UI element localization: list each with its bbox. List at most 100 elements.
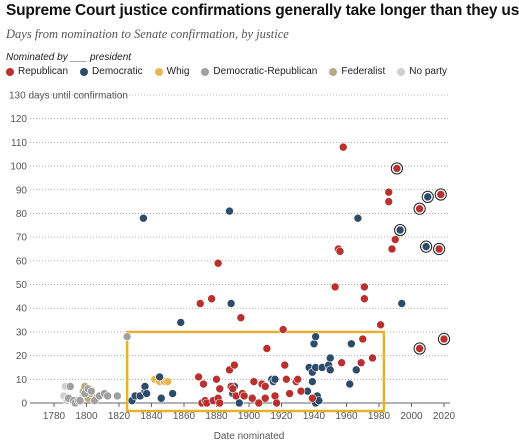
point-republican xyxy=(282,375,291,384)
point-republican xyxy=(260,393,270,403)
point-republican xyxy=(436,190,446,199)
point-democratic xyxy=(140,382,150,391)
point-republican xyxy=(230,360,239,370)
point-republican xyxy=(384,187,394,197)
point-republican xyxy=(239,391,249,401)
x-tick-label: 1780 xyxy=(43,411,66,422)
y-tick-label: 20 xyxy=(16,351,28,362)
y-tick-label: 100 xyxy=(10,162,27,173)
chart-title: Supreme Court justice confirmations gene… xyxy=(6,2,519,19)
point-democratic xyxy=(353,213,363,223)
x-tick-label: 2000 xyxy=(400,411,423,422)
point-republican xyxy=(260,382,270,391)
point-democratic xyxy=(226,299,236,308)
point-whig xyxy=(163,377,173,386)
point-republican xyxy=(392,164,402,173)
x-axis-label: Date nominated xyxy=(214,431,285,442)
point-democratic xyxy=(397,299,407,308)
point-republican xyxy=(270,391,280,401)
point-republican xyxy=(213,258,223,268)
point-democratic xyxy=(325,353,335,363)
y-tick-label: 110 xyxy=(11,138,27,149)
legend-swatch xyxy=(6,67,14,76)
point-republican xyxy=(236,313,246,323)
x-tick-label: 1900 xyxy=(238,411,261,422)
point-republican xyxy=(194,372,203,382)
point-republican xyxy=(212,375,221,384)
point-democratic xyxy=(142,389,151,398)
legend-label: No party xyxy=(409,66,448,77)
y-tick-label: 30 xyxy=(16,327,28,338)
point-democratic xyxy=(421,242,431,251)
point-republican xyxy=(247,393,257,403)
x-tick-label: 1820 xyxy=(108,411,131,422)
y-tick-label: 70 xyxy=(16,233,28,244)
point-democratic-republican xyxy=(122,332,132,341)
point-democratic xyxy=(347,339,356,349)
point-republican xyxy=(358,334,368,344)
legend-title: Nominated by ___ president xyxy=(6,52,132,63)
point-republican xyxy=(296,386,306,396)
y-tick-label: 0 xyxy=(21,399,27,410)
point-republican xyxy=(249,377,259,386)
point-republican xyxy=(415,344,424,353)
point-republican xyxy=(199,379,208,389)
point-republican xyxy=(280,360,290,370)
legend-item-whig: Whig xyxy=(154,66,189,77)
point-republican xyxy=(390,235,400,244)
y-tick-label: 130 days until confirmation xyxy=(9,91,128,102)
point-republican xyxy=(278,325,288,334)
point-republican xyxy=(330,282,340,292)
legend-item-federalist: Federalist xyxy=(329,66,385,77)
x-tick-label: 1840 xyxy=(140,411,163,422)
point-democratic xyxy=(311,332,320,341)
y-tick-label: 50 xyxy=(16,280,28,291)
point-democratic-republican xyxy=(113,391,122,401)
legend-item-democratic: Democratic xyxy=(80,66,143,77)
point-democratic xyxy=(156,393,166,403)
x-tick-label: 1960 xyxy=(335,411,358,422)
point-democratic xyxy=(234,398,244,408)
y-tick-label: 80 xyxy=(16,209,28,220)
point-democratic-republican xyxy=(65,382,75,391)
point-democratic xyxy=(168,389,177,398)
point-republican xyxy=(272,398,281,408)
chart-subtitle: Days from nomination to Senate confirmat… xyxy=(6,27,289,41)
legend: Republican Democratic Whig Democratic-Repub… xyxy=(6,66,459,77)
highlight-box xyxy=(125,330,386,413)
point-republican xyxy=(335,247,345,256)
point-republican xyxy=(368,353,377,363)
point-republican xyxy=(439,334,449,344)
point-democratic xyxy=(155,372,164,382)
point-democratic xyxy=(351,365,361,375)
x-tick-label: 1920 xyxy=(270,411,293,422)
legend-swatch xyxy=(201,67,210,76)
point-republican xyxy=(207,294,216,304)
x-tick-label: 1880 xyxy=(205,411,228,422)
point-republican xyxy=(360,282,369,292)
point-republican xyxy=(215,398,225,408)
legend-label: Democratic xyxy=(92,66,143,77)
point-republican xyxy=(293,375,303,384)
point-republican xyxy=(308,393,317,403)
point-republican xyxy=(195,299,205,308)
point-democratic xyxy=(395,225,405,235)
point-democratic-republican xyxy=(87,386,96,396)
y-tick-label: 40 xyxy=(16,304,28,315)
y-tick-label: 90 xyxy=(16,185,28,196)
point-democratic xyxy=(345,379,355,389)
legend-item-republican: Republican xyxy=(6,66,68,77)
point-republican xyxy=(337,358,346,368)
legend-swatch xyxy=(80,67,89,76)
legend-label: Republican xyxy=(18,66,69,77)
legend-swatch xyxy=(154,67,163,76)
point-democratic xyxy=(270,375,280,384)
point-republican xyxy=(360,294,369,304)
legend-label: Federalist xyxy=(341,66,386,77)
point-democratic-republican xyxy=(103,391,112,401)
legend-label: Democratic-Republican xyxy=(213,66,318,77)
x-tick-label: 1860 xyxy=(173,411,196,422)
y-tick-label: 10 xyxy=(16,375,28,386)
x-tick-label: 1980 xyxy=(368,411,391,422)
point-democratic xyxy=(225,206,234,216)
